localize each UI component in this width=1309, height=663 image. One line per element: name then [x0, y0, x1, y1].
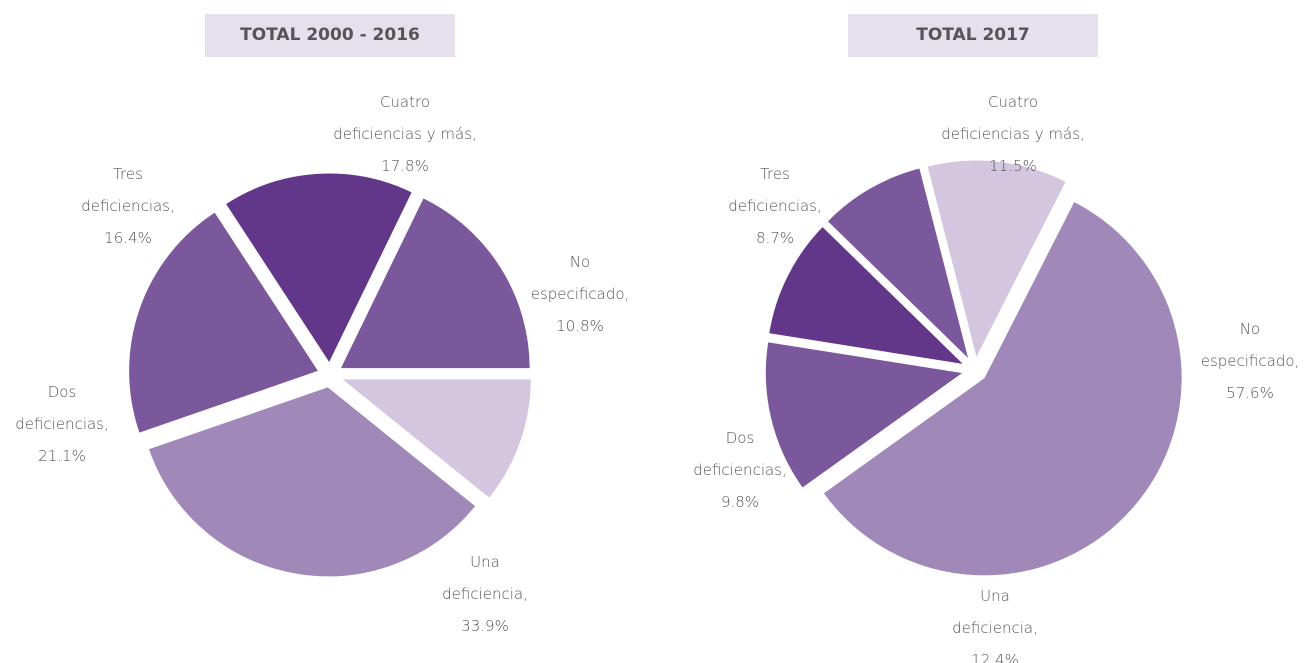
slice-label: No especificado,	[1200, 320, 1300, 370]
slice-label: Tres deficiencias,	[728, 165, 822, 215]
pie-slice	[224, 172, 413, 365]
pie-slice	[764, 341, 965, 489]
pie-slice	[826, 167, 970, 362]
slice-value: 21.1%	[38, 447, 86, 465]
slice-value: 16.4%	[104, 229, 152, 247]
slice-value: 12.4%	[971, 651, 1019, 663]
slice-value: 57.6%	[1226, 384, 1274, 402]
slice-value: 8.7%	[755, 229, 795, 247]
slice-label: Cuatro deficiencias y más,	[941, 93, 1085, 143]
slice-label: Tres deficiencias,	[81, 165, 175, 215]
slice-label: No especificado,	[530, 253, 630, 303]
slice-label: Dos deficiencias,	[693, 429, 787, 479]
chart-title: TOTAL 2017	[848, 14, 1098, 57]
pie-slice	[339, 378, 532, 499]
slice-label: Dos deficiencias,	[15, 383, 109, 433]
pie-slice	[926, 159, 1067, 360]
pie-slice	[147, 386, 477, 578]
pie-slice	[128, 211, 320, 434]
slice-value: 17.8%	[381, 157, 429, 175]
pie-slice	[822, 200, 1183, 577]
slice-value: 10.8%	[556, 317, 604, 335]
chart-title: TOTAL 2000 - 2016	[205, 14, 455, 57]
slice-label: Cuatro deficiencias y más,	[333, 93, 477, 143]
slice-value: 11.5%	[989, 157, 1037, 175]
slice-value: 9.8%	[720, 493, 760, 511]
slice-value: 33.9%	[461, 617, 509, 635]
slice-label: Una deficiencia,	[442, 553, 528, 603]
pie-slice	[768, 225, 966, 366]
pie-slice	[339, 197, 531, 370]
slice-label: Una deficiencia,	[952, 587, 1038, 637]
